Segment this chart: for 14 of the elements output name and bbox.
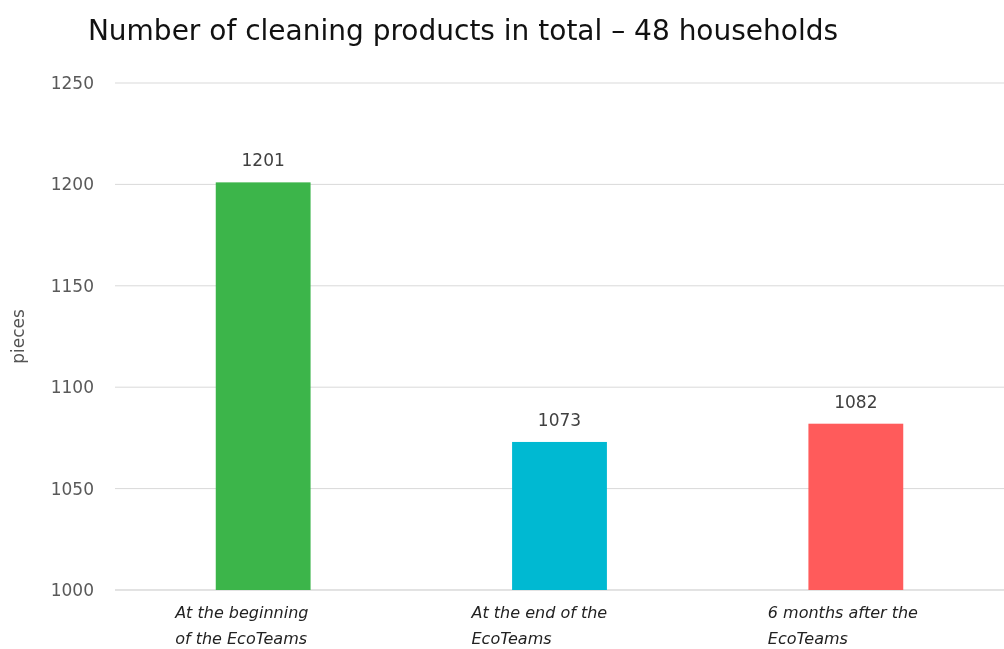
- y-tick-label: 1250: [50, 72, 94, 93]
- y-tick-label: 1150: [50, 275, 94, 296]
- data-label: 1201: [241, 150, 285, 171]
- x-tick-label: At the beginning of the EcoTeams: [174, 603, 309, 648]
- chart-title: Number of cleaning products in total – 48 households: [87, 14, 839, 47]
- data-label: 1073: [537, 409, 582, 430]
- data-label: 1082: [834, 391, 878, 412]
- y-tick-label: 1000: [50, 579, 94, 600]
- x-tick-label: 6 months after the EcoTeams: [767, 603, 919, 648]
- y-tick-label: 1200: [50, 174, 94, 195]
- y-tick-label: 1050: [50, 478, 94, 499]
- x-tick-label: At the end of the EcoTeams: [470, 603, 608, 648]
- y-tick-label: 1100: [50, 377, 94, 398]
- y-axis-title: pieces: [8, 309, 28, 364]
